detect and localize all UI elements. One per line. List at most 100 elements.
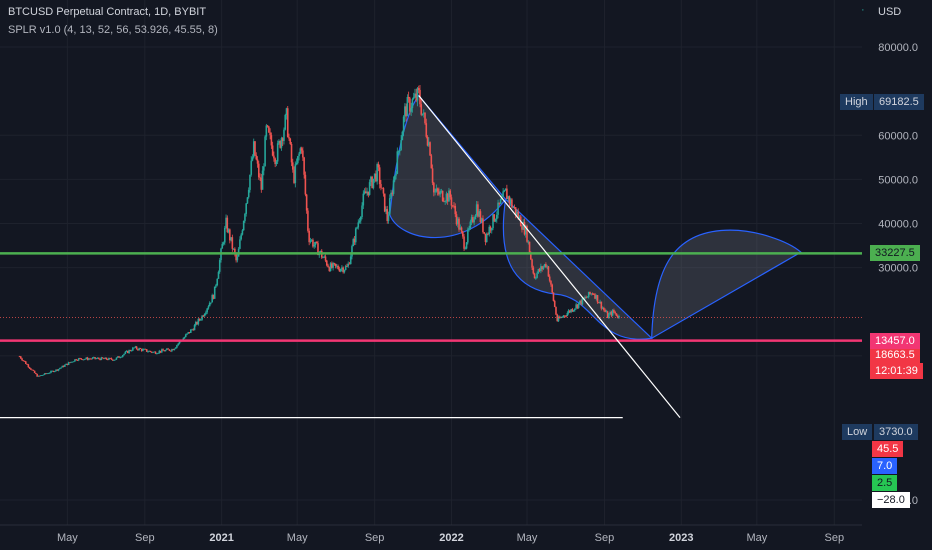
candlestick-series bbox=[18, 84, 620, 377]
candle-body bbox=[95, 358, 98, 360]
candle-body bbox=[37, 375, 40, 377]
candle-body bbox=[227, 229, 230, 233]
symbol-title[interactable]: BTCUSD Perpetual Contract, 1D, BYBIT bbox=[8, 6, 207, 18]
candle-body bbox=[87, 358, 90, 360]
candle-body bbox=[478, 211, 480, 217]
candle-body bbox=[353, 239, 356, 243]
candle-body bbox=[605, 311, 608, 313]
candle-body bbox=[90, 358, 93, 360]
candle-body bbox=[319, 250, 322, 253]
candle-body bbox=[329, 263, 332, 272]
candle-body bbox=[70, 361, 72, 363]
candle-body bbox=[498, 202, 501, 204]
candle-body bbox=[430, 155, 433, 169]
candle-body bbox=[507, 196, 509, 199]
candle-body bbox=[365, 191, 367, 194]
candle-body bbox=[409, 98, 411, 112]
candle-body bbox=[479, 211, 482, 223]
candle-body bbox=[236, 256, 239, 261]
candle-body bbox=[595, 295, 598, 299]
candle-body bbox=[317, 243, 319, 256]
time-tick-label: 2023 bbox=[669, 532, 693, 544]
candle-body bbox=[110, 358, 113, 360]
candle-body bbox=[338, 269, 341, 272]
price-tick-label: 50000.0 bbox=[878, 174, 918, 186]
candle-body bbox=[285, 108, 288, 116]
candle-body bbox=[399, 150, 401, 152]
candle-body bbox=[527, 241, 530, 243]
candle-body bbox=[123, 353, 125, 356]
time-tick-label: Sep bbox=[365, 532, 385, 544]
candle-body bbox=[198, 318, 201, 320]
candle-body bbox=[268, 126, 270, 133]
candle-body bbox=[528, 241, 531, 253]
candle-body bbox=[533, 273, 536, 279]
candle-body bbox=[125, 350, 128, 352]
candle-body bbox=[206, 308, 208, 313]
candle-body bbox=[606, 311, 609, 318]
candle-body bbox=[164, 349, 167, 352]
candle-body bbox=[517, 211, 520, 219]
candle-body bbox=[377, 164, 380, 168]
candle-body bbox=[372, 178, 375, 188]
candle-body bbox=[436, 188, 439, 192]
candle-body bbox=[352, 239, 355, 247]
candle-body bbox=[291, 162, 294, 170]
candle-body bbox=[594, 294, 596, 299]
wave-shape-2 bbox=[502, 197, 653, 340]
candle-body bbox=[197, 318, 200, 325]
candle-body bbox=[142, 349, 144, 351]
candle-body bbox=[176, 345, 178, 348]
candle-body bbox=[278, 140, 280, 144]
candle-body bbox=[138, 348, 140, 351]
candle-body bbox=[406, 97, 409, 117]
candle-body bbox=[351, 246, 353, 257]
candle-body bbox=[333, 263, 336, 264]
indicator-legend[interactable]: SPLR v1.0 (4, 13, 52, 56, 53.926, 45.55,… bbox=[8, 24, 218, 36]
candle-body bbox=[485, 233, 488, 243]
candle-body bbox=[265, 125, 268, 137]
candle-body bbox=[108, 357, 110, 360]
candle-body bbox=[231, 237, 234, 249]
candle-body bbox=[504, 188, 507, 191]
candle-body bbox=[396, 151, 399, 174]
candle-body bbox=[484, 233, 487, 243]
candle-body bbox=[81, 359, 84, 361]
candle-body bbox=[380, 184, 382, 188]
candle-body bbox=[140, 348, 143, 351]
candle-body bbox=[288, 137, 290, 139]
price-tick-label: 60000.0 bbox=[878, 130, 918, 142]
candle-body bbox=[495, 214, 498, 220]
candle-body bbox=[300, 148, 303, 151]
time-axis[interactable]: May Sep 2021 May Sep 2022 May Sep 2023 May Sep bbox=[57, 532, 844, 544]
candle-body bbox=[312, 239, 314, 247]
candle-body bbox=[362, 193, 365, 206]
candle-body bbox=[357, 222, 360, 228]
candle-body bbox=[310, 239, 313, 241]
candle-body bbox=[531, 259, 533, 268]
candle-body bbox=[51, 370, 54, 372]
candle-body bbox=[455, 214, 458, 225]
candle-body bbox=[422, 112, 425, 114]
candle-body bbox=[514, 207, 517, 216]
candle-body bbox=[57, 368, 60, 371]
candle-body bbox=[586, 296, 589, 298]
candle-body bbox=[269, 132, 271, 136]
candle-body bbox=[195, 321, 197, 326]
candle-body bbox=[547, 266, 550, 277]
candle-body bbox=[499, 199, 502, 204]
candle-body bbox=[506, 188, 508, 199]
candle-body bbox=[36, 374, 38, 377]
candle-body bbox=[610, 311, 613, 316]
candle-body bbox=[542, 266, 545, 270]
candle-body bbox=[429, 142, 431, 156]
candle-body bbox=[173, 348, 176, 351]
candle-body bbox=[299, 148, 302, 154]
candle-body bbox=[42, 374, 45, 376]
candle-body bbox=[488, 226, 491, 235]
candle-body bbox=[46, 373, 49, 375]
candle-body bbox=[99, 358, 101, 361]
candle-body bbox=[137, 349, 139, 351]
candle-body bbox=[72, 361, 75, 363]
